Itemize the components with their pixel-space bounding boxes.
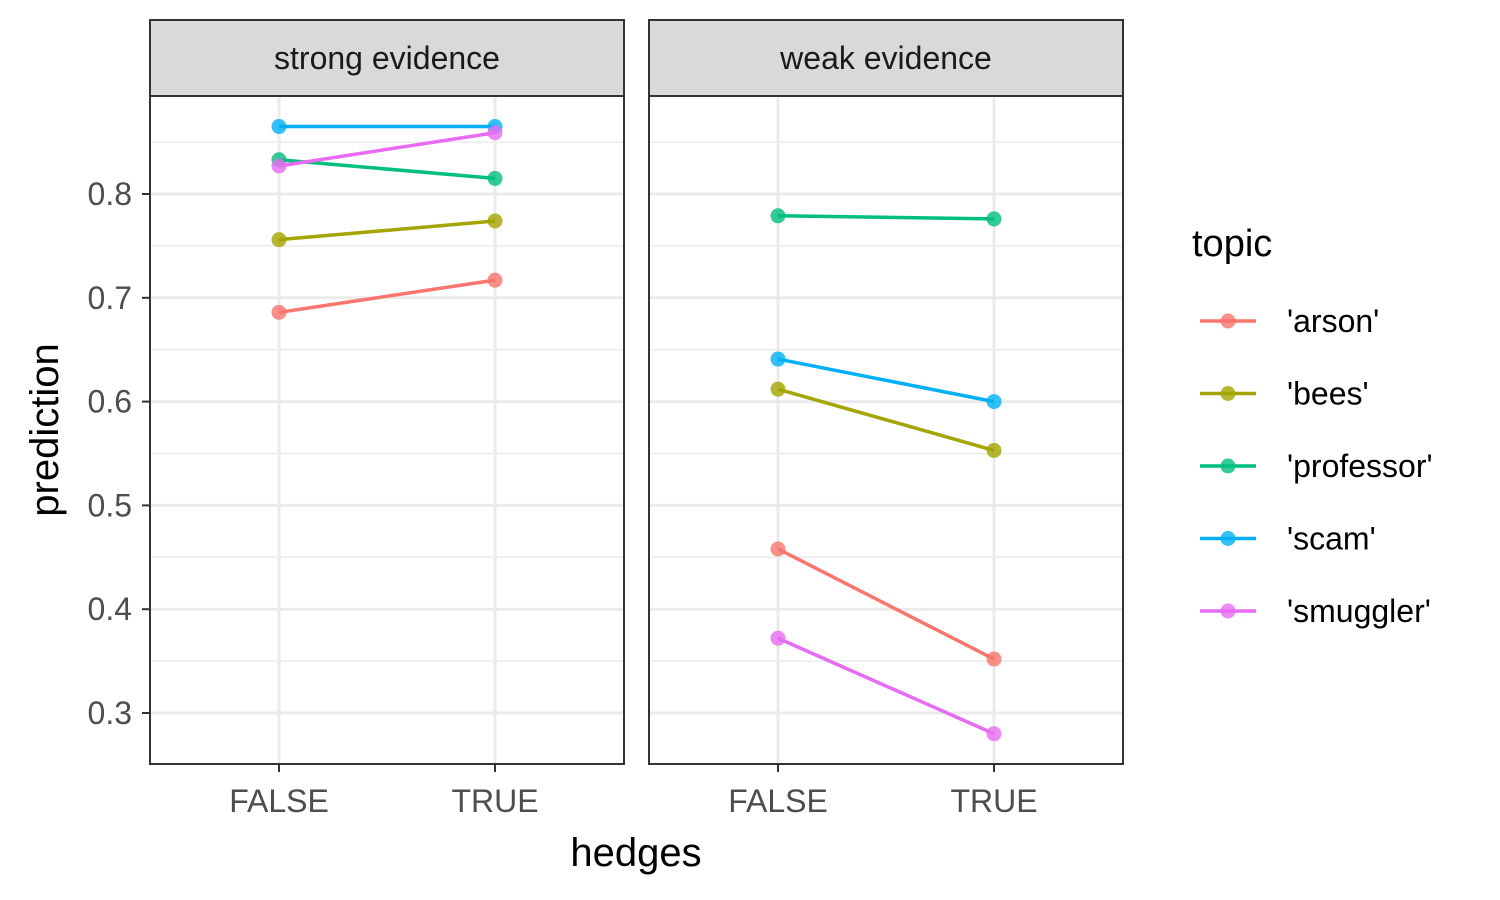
- series-scam: [770, 351, 1002, 410]
- legend-item-professor: 'professor': [1200, 448, 1433, 484]
- legend-item-arson: 'arson': [1200, 303, 1379, 339]
- data-point: [271, 119, 287, 135]
- series-line: [777, 357, 995, 404]
- panels-layer: strong evidence weak evidence: [149, 19, 1124, 765]
- data-point: [487, 170, 503, 186]
- facet-panel-strong-evidence: strong evidence: [149, 19, 625, 765]
- y-tick-label: 0.5: [88, 487, 132, 523]
- legend-label: 'arson': [1287, 303, 1379, 339]
- strip-background: [648, 19, 1124, 97]
- data-point: [986, 651, 1002, 667]
- series-line: [278, 158, 496, 181]
- data-point: [770, 381, 786, 397]
- strip-label: weak evidence: [779, 40, 992, 76]
- legend-label: 'smuggler': [1287, 593, 1431, 629]
- panel-background: [649, 96, 1123, 764]
- series-line: [777, 636, 995, 736]
- legend-title: topic: [1192, 223, 1272, 265]
- legend-label: 'professor': [1287, 448, 1433, 484]
- x-tick-label: TRUE: [950, 783, 1037, 819]
- strip-label: strong evidence: [274, 40, 500, 76]
- legend-key-point: [1220, 458, 1236, 474]
- x-tick-label: FALSE: [229, 783, 329, 819]
- legend-item-bees: 'bees': [1200, 376, 1369, 412]
- series-professor: [770, 208, 1002, 227]
- data-point: [271, 158, 287, 174]
- series-line: [777, 214, 995, 221]
- legend-key-point: [1220, 531, 1236, 546]
- data-point: [487, 272, 503, 288]
- legend: topic 'arson' 'bees' 'professor' 'scam' 'smu…: [1192, 223, 1433, 629]
- data-point: [770, 351, 786, 367]
- series-arson: [770, 541, 1002, 667]
- y-tick-label: 0.4: [88, 591, 132, 627]
- data-point: [986, 442, 1002, 458]
- y-tick-label: 0.7: [88, 280, 132, 316]
- legend-item-scam: 'scam': [1200, 521, 1376, 557]
- data-point: [271, 304, 287, 320]
- x-axis: FALSE TRUE FALSE TRUE: [229, 764, 1038, 819]
- series-line: [278, 278, 496, 315]
- series-smuggler: [271, 125, 503, 174]
- x-axis-title: hedges: [570, 831, 701, 875]
- data-point: [271, 232, 287, 248]
- series-line: [278, 219, 496, 242]
- y-axis: 0.3 0.4 0.5 0.6 0.7 0.8: [88, 176, 150, 731]
- legend-label: 'bees': [1287, 376, 1369, 412]
- series-arson: [271, 272, 503, 320]
- legend-key-point: [1220, 386, 1236, 401]
- data-point: [986, 726, 1002, 742]
- x-tick-label: TRUE: [451, 783, 538, 819]
- series-smuggler: [770, 630, 1002, 742]
- data-point: [770, 541, 786, 557]
- legend-key-point: [1220, 603, 1236, 619]
- series-bees: [770, 381, 1002, 458]
- y-axis-title: prediction: [23, 343, 67, 516]
- series-line: [278, 131, 496, 168]
- y-tick-label: 0.6: [88, 384, 132, 420]
- legend-item-smuggler: 'smuggler': [1200, 593, 1431, 629]
- legend-key-point: [1220, 313, 1236, 329]
- data-point: [487, 213, 503, 229]
- y-tick-label: 0.3: [88, 695, 132, 731]
- legend-label: 'scam': [1287, 521, 1376, 557]
- data-point: [770, 630, 786, 646]
- data-point: [986, 211, 1002, 227]
- x-tick-label: FALSE: [728, 783, 828, 819]
- strip-background: [149, 19, 625, 97]
- data-point: [986, 394, 1002, 410]
- data-point: [770, 208, 786, 224]
- data-point: [487, 125, 503, 141]
- panel-background: [150, 96, 624, 764]
- series-line: [777, 387, 995, 453]
- series-line: [777, 547, 995, 661]
- facet-panel-weak-evidence: weak evidence: [648, 19, 1124, 765]
- series-bees: [271, 213, 503, 248]
- y-tick-label: 0.8: [88, 176, 132, 212]
